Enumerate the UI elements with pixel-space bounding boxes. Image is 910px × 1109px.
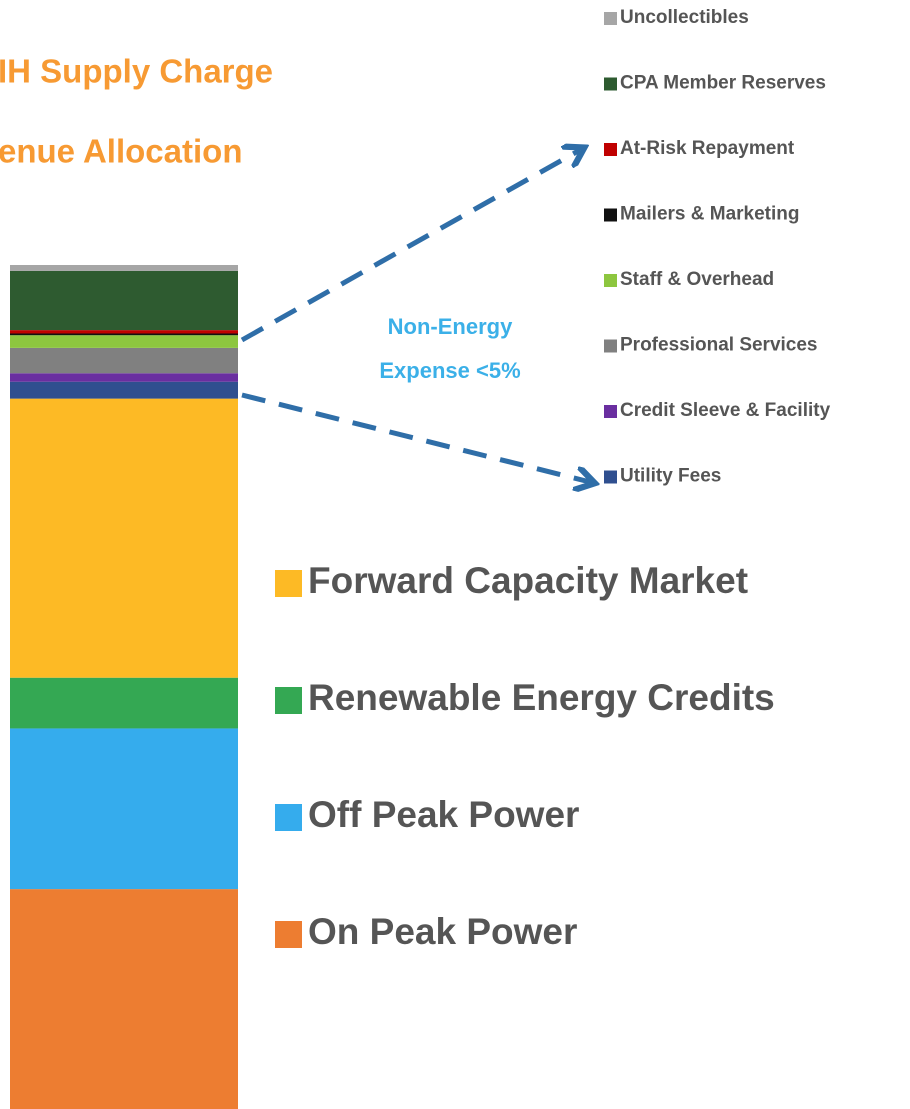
legend-swatch <box>604 405 617 418</box>
bar-segment <box>10 347 238 374</box>
legend-swatch <box>275 570 302 597</box>
legend-swatch <box>275 804 302 831</box>
arrow <box>241 392 590 482</box>
arrow <box>240 150 580 343</box>
bar-segment <box>10 333 238 336</box>
bar-segment <box>10 270 238 331</box>
bar-segment <box>10 373 238 382</box>
legend-swatch <box>604 274 617 287</box>
legend-swatch <box>604 208 617 222</box>
legend-swatch <box>604 12 617 25</box>
bar-segment <box>10 398 238 678</box>
legend-label: Credit Sleeve & Facility <box>620 400 831 421</box>
annotation: Expense <5% <box>379 358 520 383</box>
legend-label: Professional Services <box>620 335 818 356</box>
legend-label: On Peak Power <box>308 911 577 952</box>
legend-swatch <box>604 77 617 91</box>
legend-label: Mailers & Marketing <box>620 204 800 225</box>
legend-swatch <box>275 921 302 948</box>
legend-label: Uncollectibles <box>620 7 749 28</box>
annotation: Non-Energy <box>388 314 513 339</box>
legend-label: Off Peak Power <box>308 794 579 835</box>
legend-swatch <box>604 143 617 156</box>
chart-title: IH Supply Charge <box>0 53 273 90</box>
bar-segment <box>10 728 238 890</box>
chart-title: enue Allocation <box>0 133 242 170</box>
legend-swatch <box>604 339 617 353</box>
bar-segment <box>10 335 238 348</box>
bar-segment <box>10 330 238 334</box>
legend-swatch <box>604 470 617 484</box>
bar-segment <box>10 381 238 399</box>
bar-segment <box>10 265 238 271</box>
bar-segment <box>10 677 238 729</box>
legend-label: Forward Capacity Market <box>308 560 748 601</box>
legend-label: Utility Fees <box>620 466 721 487</box>
bar-segment <box>10 889 238 1109</box>
legend-swatch <box>275 687 302 714</box>
legend-label: At-Risk Repayment <box>620 138 795 159</box>
legend-label: Renewable Energy Credits <box>308 677 775 718</box>
legend-label: CPA Member Reserves <box>620 73 826 94</box>
legend-label: Staff & Overhead <box>620 269 774 290</box>
